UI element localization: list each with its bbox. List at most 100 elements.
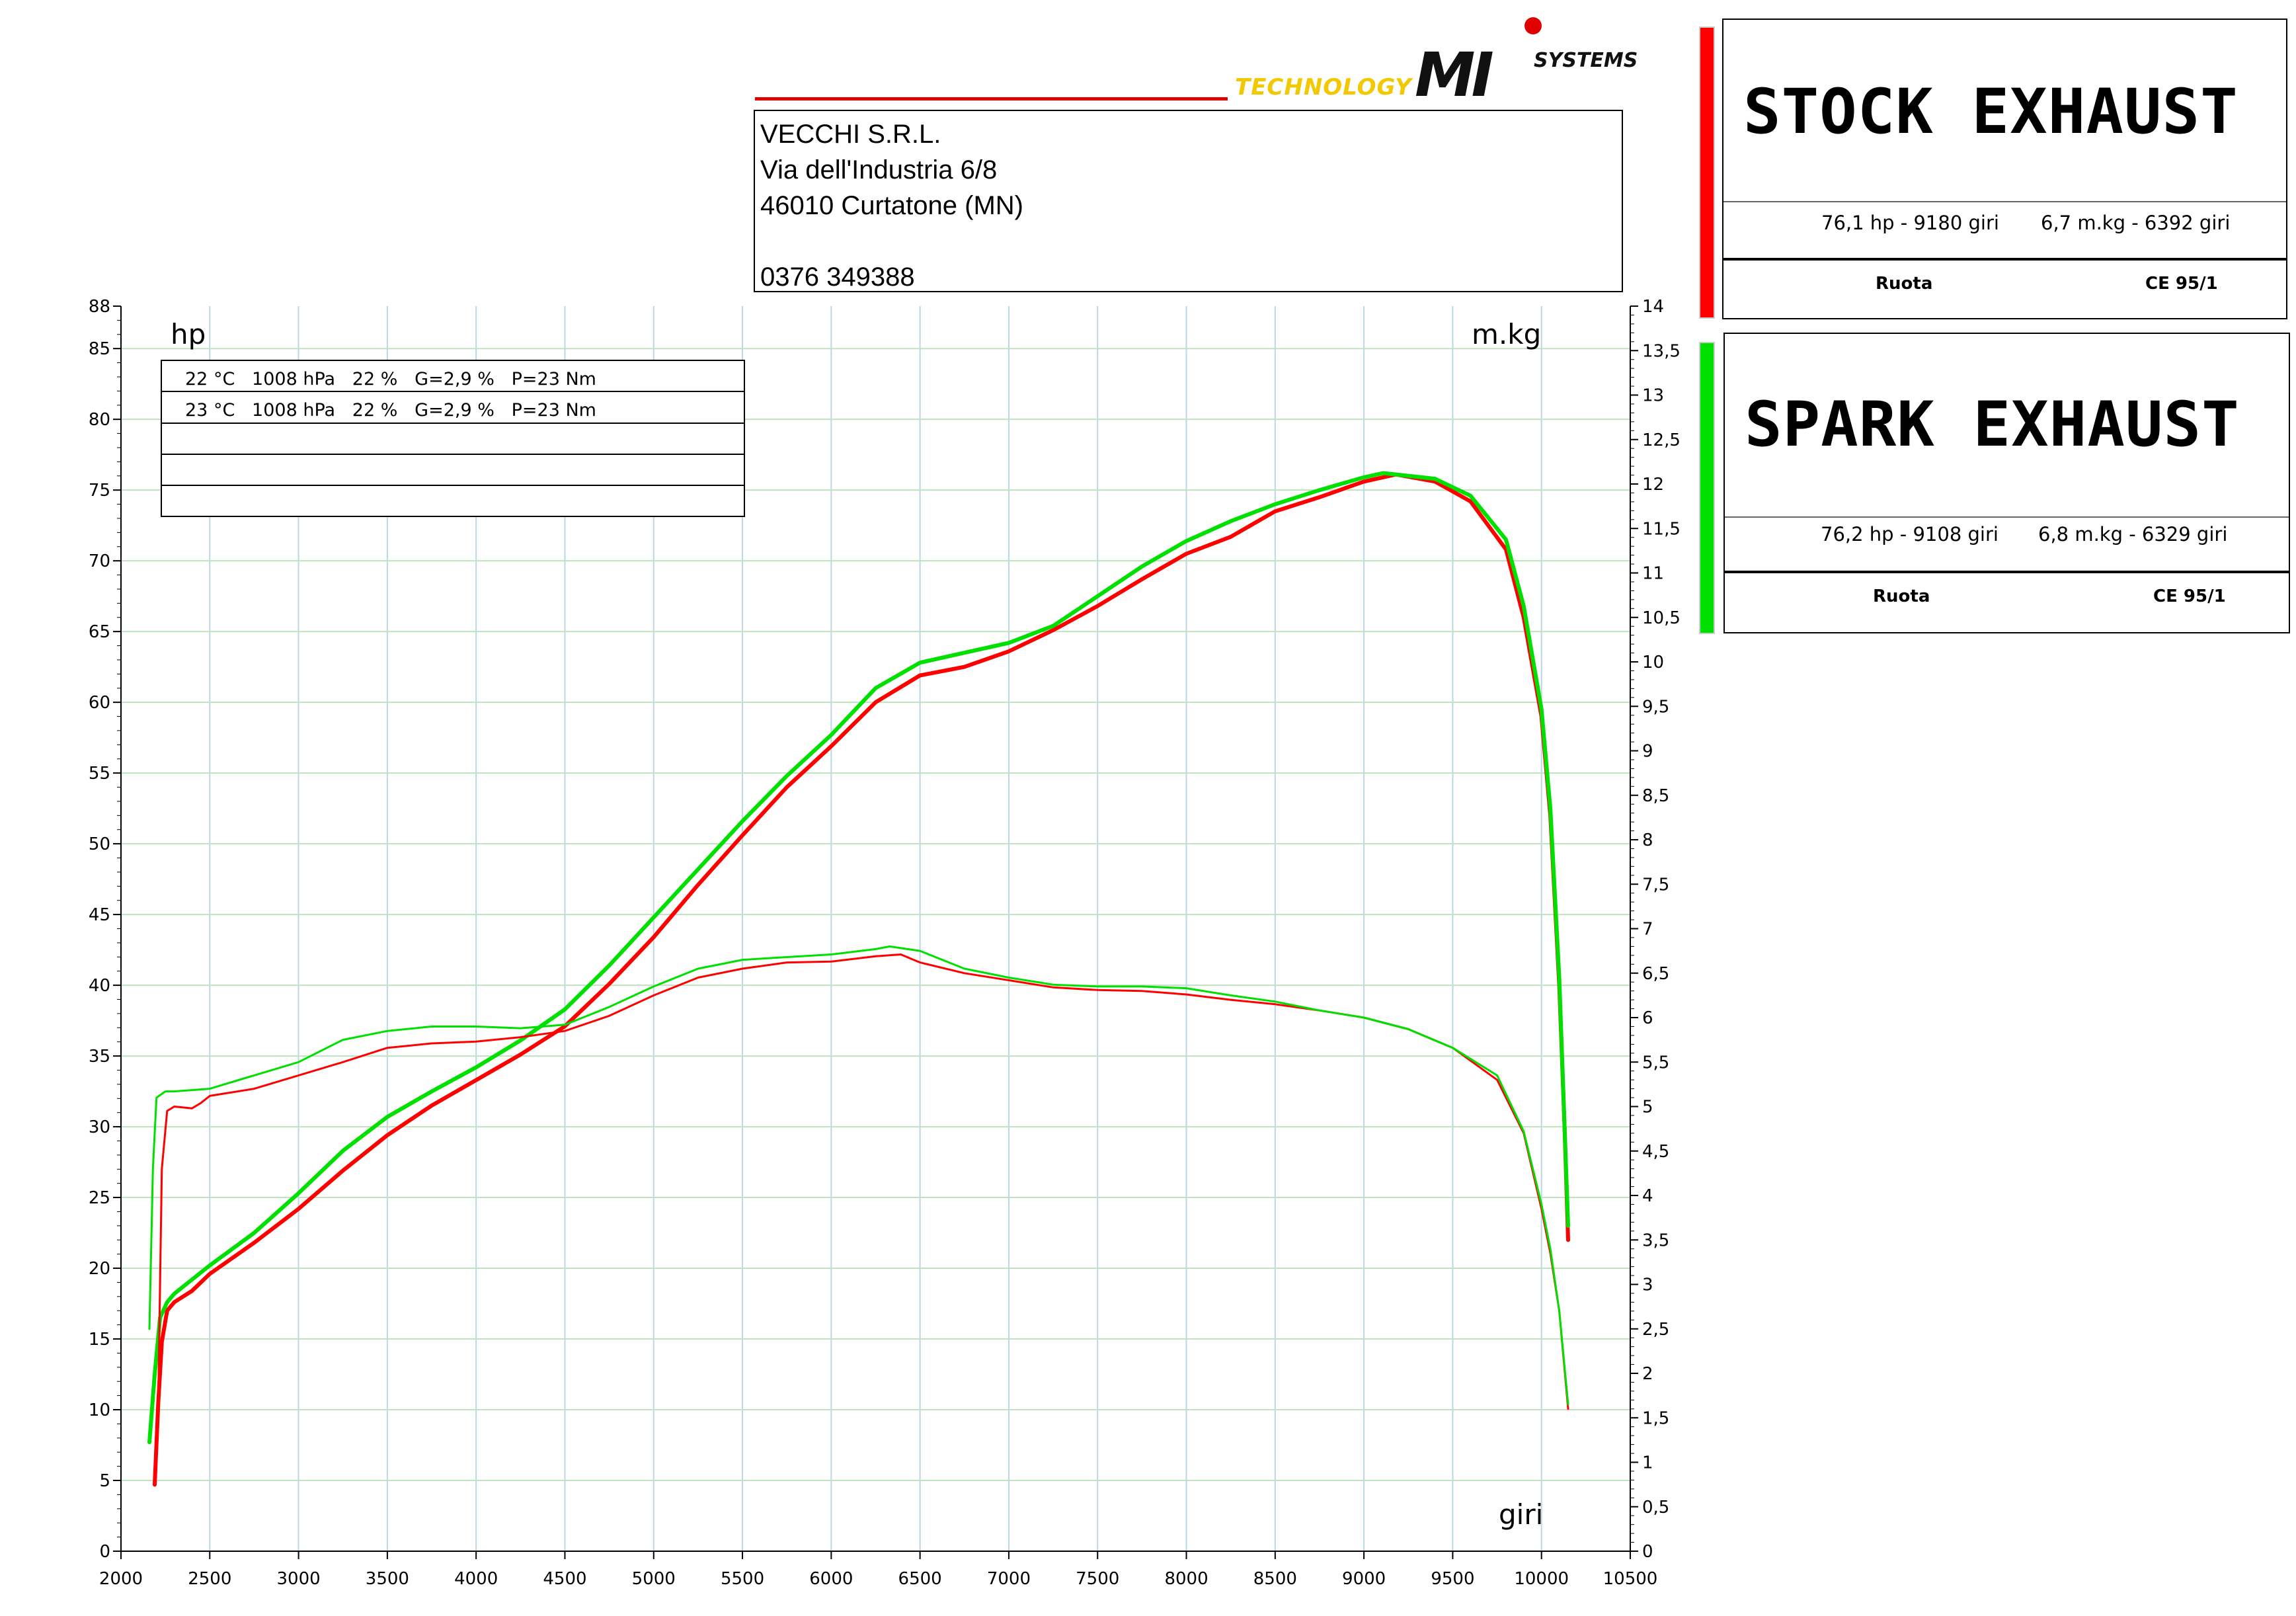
y-right-tick-label: 8,5 bbox=[1642, 786, 1669, 806]
legend-torque-info-stock: 6,7 m.kg - 6392 giri bbox=[2041, 212, 2231, 234]
legend-standard-spark: CE 95/1 bbox=[2153, 586, 2226, 606]
legend-divider bbox=[1725, 571, 2289, 573]
y-left-tick-label: 25 bbox=[89, 1188, 110, 1208]
logo-underline bbox=[755, 97, 1228, 101]
y-left-tick-label: 40 bbox=[89, 976, 110, 996]
y-left-tick-label: 65 bbox=[89, 622, 110, 642]
y-right-tick-label: 5 bbox=[1642, 1098, 1653, 1117]
legend-mode-spark: Ruota bbox=[1873, 586, 1930, 606]
left-axis-label: hp bbox=[171, 318, 206, 350]
y-right-tick-label: 2,5 bbox=[1642, 1320, 1669, 1340]
legend-color-bar-spark bbox=[1699, 342, 1715, 634]
y-left-tick-label: 30 bbox=[89, 1117, 110, 1137]
x-tick-label: 4500 bbox=[543, 1569, 586, 1589]
logo-mi-mark: MI bbox=[1415, 40, 1494, 110]
y-right-tick-label: 9,5 bbox=[1642, 697, 1669, 717]
legend-torque-info-spark: 6,8 m.kg - 6329 giri bbox=[2038, 523, 2228, 545]
x-tick-label: 3000 bbox=[277, 1569, 321, 1589]
y-right-tick-label: 3,5 bbox=[1642, 1231, 1669, 1250]
x-tick-label: 6000 bbox=[809, 1569, 853, 1589]
legend-title-stock: STOCK EXHAUST bbox=[1743, 76, 2238, 148]
y-right-tick-label: 6,5 bbox=[1642, 964, 1669, 984]
address-box: VECCHI S.R.L. Via dell'Industria 6/8 460… bbox=[754, 110, 1623, 292]
y-left-tick-label: 50 bbox=[89, 834, 110, 854]
y-right-tick-label: 7,5 bbox=[1642, 875, 1669, 895]
x-tick-label: 10500 bbox=[1603, 1569, 1658, 1589]
x-tick-label: 5000 bbox=[632, 1569, 676, 1589]
y-left-tick-label: 15 bbox=[89, 1330, 110, 1350]
y-right-tick-label: 11 bbox=[1642, 564, 1664, 584]
y-right-tick-label: 12 bbox=[1642, 475, 1664, 495]
legend-title-spark: SPARK EXHAUST bbox=[1745, 389, 2240, 461]
logo-technology-text: TECHNOLOGY bbox=[1235, 74, 1412, 101]
y-right-tick-label: 2 bbox=[1642, 1364, 1653, 1384]
y-right-tick-label: 4,5 bbox=[1642, 1142, 1669, 1162]
legend-divider bbox=[1725, 516, 2289, 518]
x-tick-label: 10000 bbox=[1514, 1569, 1569, 1589]
x-tick-label: 9500 bbox=[1431, 1569, 1474, 1589]
series-line-torque-spark-exhaust bbox=[148, 945, 1569, 1406]
x-tick-label: 2000 bbox=[99, 1569, 143, 1589]
y-right-tick-label: 11,5 bbox=[1642, 519, 1681, 539]
conditions-table: 22 °C 1008 hPa 22 % G=2,9 % P=23 Nm 23 °… bbox=[161, 360, 745, 517]
right-axis-label: m.kg bbox=[1472, 318, 1541, 350]
y-right-tick-label: 3 bbox=[1642, 1275, 1653, 1295]
y-left-tick-label: 5 bbox=[99, 1471, 110, 1491]
address-line-street: Via dell'Industria 6/8 bbox=[760, 155, 998, 184]
conditions-row: 23 °C 1008 hPa 22 % G=2,9 % P=23 Nm bbox=[185, 400, 596, 421]
logo-systems-text: SYSTEMS bbox=[1534, 49, 1638, 72]
y-right-tick-label: 7 bbox=[1642, 920, 1653, 940]
x-tick-label: 5500 bbox=[721, 1569, 764, 1589]
legend-divider bbox=[1723, 258, 2286, 261]
y-right-tick-label: 4 bbox=[1642, 1186, 1653, 1206]
x-tick-label: 8000 bbox=[1164, 1569, 1208, 1589]
address-line-city: 46010 Curtatone (MN) bbox=[760, 191, 1023, 220]
y-left-tick-label: 45 bbox=[89, 905, 110, 925]
legend-box-spark: SPARK EXHAUST 76,2 hp - 9108 giri 6,8 m.… bbox=[1723, 333, 2290, 633]
series-line-power-stock-exhaust bbox=[153, 472, 1570, 1487]
legend-box-stock: STOCK EXHAUST 76,1 hp - 9180 giri 6,7 m.… bbox=[1722, 19, 2287, 319]
x-tick-label: 8500 bbox=[1253, 1569, 1297, 1589]
y-left-tick-label: 20 bbox=[89, 1259, 110, 1279]
x-axis-ticks: 2000 2500 3000 3500 4000 4500 5000 5500 6000 6500… bbox=[99, 1551, 1657, 1589]
y-right-tick-label: 10 bbox=[1642, 653, 1664, 672]
address-line-phone: 0376 349388 bbox=[760, 263, 915, 292]
y-right-tick-label: 13 bbox=[1642, 386, 1664, 406]
y-right-tick-label: 9 bbox=[1642, 742, 1653, 762]
x-tick-label: 9000 bbox=[1342, 1569, 1386, 1589]
legend-power-info-spark: 76,2 hp - 9108 giri bbox=[1821, 523, 1999, 545]
y-left-tick-label: 10 bbox=[89, 1400, 110, 1420]
y-left-tick-label: 0 bbox=[99, 1542, 110, 1562]
y-right-tick-label: 1 bbox=[1642, 1453, 1653, 1473]
y-right-tick-label: 0,5 bbox=[1642, 1498, 1669, 1517]
x-tick-label: 3500 bbox=[366, 1569, 409, 1589]
logo-dot-icon bbox=[1524, 17, 1542, 34]
y-left-tick-label: 88 bbox=[89, 297, 110, 317]
series-line-torque-stock-exhaust bbox=[157, 953, 1569, 1410]
x-tick-label: 7000 bbox=[987, 1569, 1031, 1589]
right-y-axis-ticks: 00,511,522,533,544,555,566,577,588,599,5… bbox=[1630, 297, 1681, 1562]
x-tick-label: 7500 bbox=[1076, 1569, 1119, 1589]
legend-standard-stock: CE 95/1 bbox=[2145, 274, 2218, 294]
left-y-axis-ticks: 0 5 10 15 20 25 30 35 40 45 50 55 60 65 70 75 80 85 88 bbox=[89, 297, 121, 1562]
y-left-tick-label: 85 bbox=[89, 339, 110, 359]
y-left-tick-label: 35 bbox=[89, 1047, 110, 1067]
y-left-tick-label: 70 bbox=[89, 551, 110, 571]
y-right-tick-label: 12,5 bbox=[1642, 430, 1681, 450]
y-right-tick-label: 6 bbox=[1642, 1008, 1653, 1028]
legend-divider bbox=[1723, 201, 2286, 202]
x-tick-label: 6500 bbox=[898, 1569, 942, 1589]
y-right-tick-label: 8 bbox=[1642, 830, 1653, 850]
chart-curves bbox=[147, 471, 1570, 1487]
y-right-tick-label: 14 bbox=[1642, 297, 1664, 317]
x-tick-label: 2500 bbox=[188, 1569, 231, 1589]
x-axis-label: giri bbox=[1499, 1498, 1543, 1531]
y-right-tick-label: 13,5 bbox=[1642, 341, 1681, 361]
y-left-tick-label: 80 bbox=[89, 410, 110, 430]
address-line-company: VECCHI S.R.L. bbox=[760, 120, 941, 149]
conditions-row: 22 °C 1008 hPa 22 % G=2,9 % P=23 Nm bbox=[185, 369, 596, 389]
x-tick-label: 4000 bbox=[454, 1569, 498, 1589]
y-right-tick-label: 10,5 bbox=[1642, 608, 1681, 628]
series-line-power-spark-exhaust bbox=[147, 471, 1570, 1445]
y-right-tick-label: 1,5 bbox=[1642, 1408, 1669, 1428]
